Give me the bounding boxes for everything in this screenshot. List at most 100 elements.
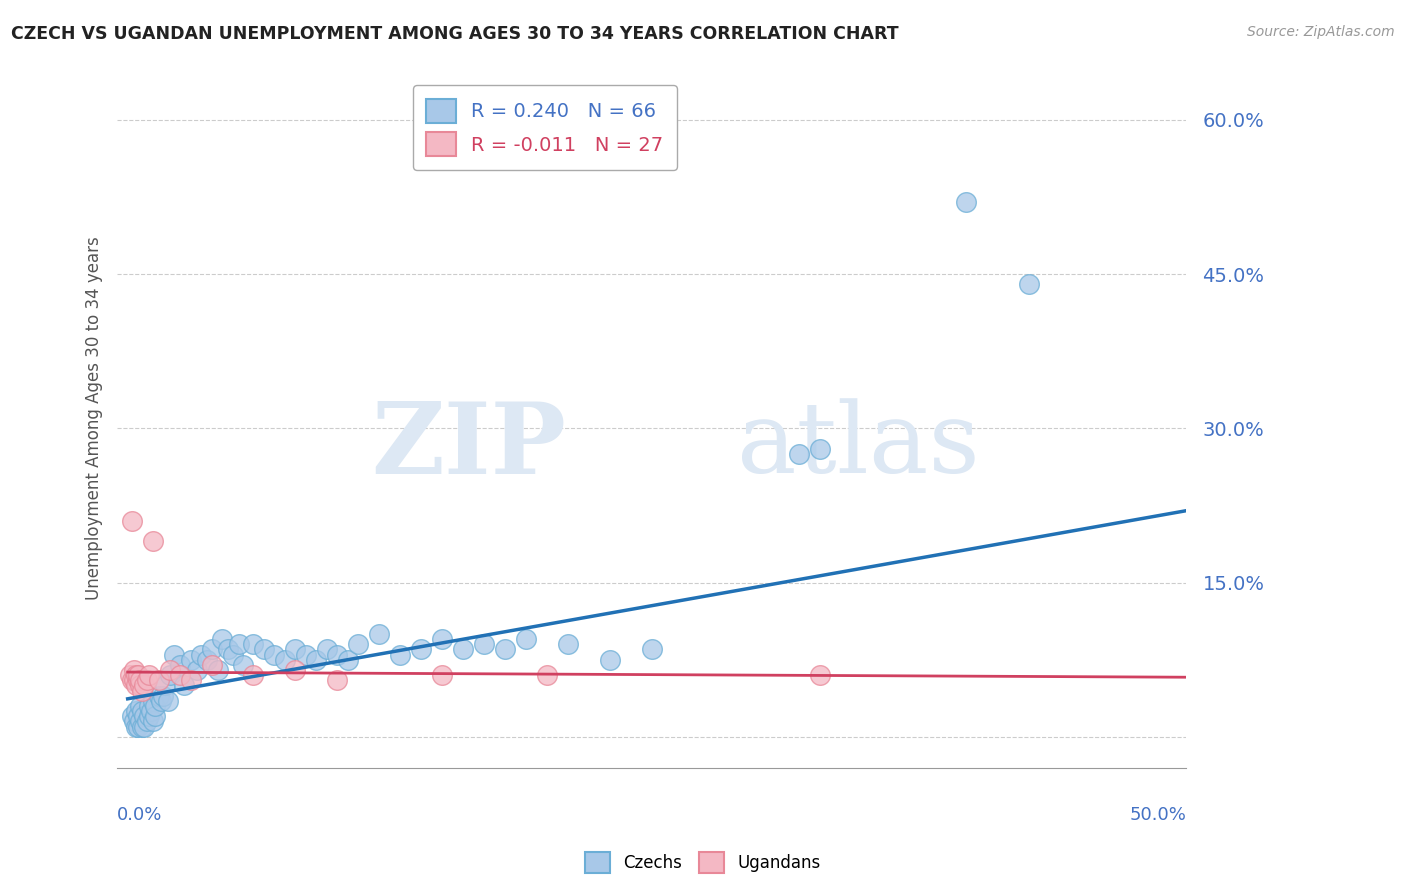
Point bbox=[148, 689, 170, 703]
Text: ZIP: ZIP bbox=[371, 398, 567, 494]
Point bbox=[127, 668, 149, 682]
Text: 0.0%: 0.0% bbox=[117, 806, 163, 824]
Point bbox=[808, 442, 831, 456]
Point bbox=[129, 698, 152, 713]
Point bbox=[242, 668, 264, 682]
Point bbox=[253, 642, 276, 657]
Point bbox=[451, 642, 474, 657]
Point bbox=[336, 653, 359, 667]
Point bbox=[472, 637, 495, 651]
Legend: Czechs, Ugandans: Czechs, Ugandans bbox=[579, 846, 827, 880]
Point bbox=[284, 663, 307, 677]
Y-axis label: Unemployment Among Ages 30 to 34 years: Unemployment Among Ages 30 to 34 years bbox=[86, 236, 103, 600]
Point bbox=[142, 534, 165, 549]
Text: Source: ZipAtlas.com: Source: ZipAtlas.com bbox=[1247, 25, 1395, 39]
Text: CZECH VS UGANDAN UNEMPLOYMENT AMONG AGES 30 TO 34 YEARS CORRELATION CHART: CZECH VS UGANDAN UNEMPLOYMENT AMONG AGES… bbox=[11, 25, 898, 43]
Point bbox=[217, 642, 239, 657]
Point bbox=[125, 720, 148, 734]
Point bbox=[190, 648, 212, 662]
Point bbox=[138, 668, 160, 682]
Point bbox=[232, 657, 254, 672]
Point bbox=[142, 714, 165, 729]
Point bbox=[122, 714, 145, 729]
Text: 50.0%: 50.0% bbox=[1129, 806, 1187, 824]
Point bbox=[169, 657, 191, 672]
Legend: R = 0.240   N = 66, R = -0.011   N = 27: R = 0.240 N = 66, R = -0.011 N = 27 bbox=[413, 86, 676, 169]
Point bbox=[494, 642, 516, 657]
Point bbox=[143, 709, 166, 723]
Point bbox=[955, 195, 977, 210]
Point bbox=[125, 704, 148, 718]
Point bbox=[411, 642, 433, 657]
Point bbox=[180, 653, 202, 667]
Point bbox=[263, 648, 285, 662]
Point bbox=[125, 668, 148, 682]
Point bbox=[121, 514, 143, 528]
Point bbox=[159, 663, 181, 677]
Point bbox=[173, 678, 195, 692]
Point bbox=[274, 653, 297, 667]
Point bbox=[135, 673, 157, 688]
Point bbox=[557, 637, 579, 651]
Point bbox=[127, 709, 149, 723]
Point bbox=[121, 673, 143, 688]
Point bbox=[515, 632, 537, 647]
Point bbox=[129, 714, 152, 729]
Point bbox=[122, 663, 145, 677]
Point bbox=[125, 678, 148, 692]
Point bbox=[808, 668, 831, 682]
Point bbox=[163, 648, 186, 662]
Point bbox=[152, 689, 174, 703]
Point bbox=[135, 714, 157, 729]
Point bbox=[200, 657, 222, 672]
Point bbox=[143, 698, 166, 713]
Point bbox=[211, 632, 233, 647]
Point bbox=[134, 678, 156, 692]
Point bbox=[368, 627, 391, 641]
Point bbox=[326, 648, 349, 662]
Point bbox=[122, 673, 145, 688]
Point bbox=[430, 632, 453, 647]
Point bbox=[180, 673, 202, 688]
Point bbox=[150, 694, 173, 708]
Point bbox=[295, 648, 318, 662]
Point bbox=[148, 673, 170, 688]
Point bbox=[315, 642, 337, 657]
Point bbox=[228, 637, 250, 651]
Point bbox=[195, 653, 218, 667]
Point bbox=[138, 709, 160, 723]
Point bbox=[156, 694, 179, 708]
Text: atlas: atlas bbox=[737, 398, 980, 494]
Point bbox=[169, 668, 191, 682]
Point bbox=[138, 698, 160, 713]
Point bbox=[305, 653, 328, 667]
Point bbox=[242, 637, 264, 651]
Point bbox=[207, 663, 229, 677]
Point bbox=[118, 668, 141, 682]
Point bbox=[284, 642, 307, 657]
Point bbox=[142, 694, 165, 708]
Point bbox=[389, 648, 412, 662]
Point bbox=[121, 709, 143, 723]
Point bbox=[127, 720, 149, 734]
Point bbox=[347, 637, 370, 651]
Point bbox=[159, 668, 181, 682]
Point bbox=[430, 668, 453, 682]
Point bbox=[641, 642, 664, 657]
Point bbox=[129, 673, 152, 688]
Point bbox=[221, 648, 243, 662]
Point bbox=[129, 678, 152, 692]
Point bbox=[131, 704, 153, 718]
Point bbox=[131, 683, 153, 698]
Point bbox=[155, 678, 177, 692]
Point bbox=[326, 673, 349, 688]
Point bbox=[131, 720, 153, 734]
Point bbox=[134, 720, 156, 734]
Point bbox=[127, 673, 149, 688]
Point bbox=[536, 668, 558, 682]
Point bbox=[200, 642, 222, 657]
Point bbox=[139, 704, 162, 718]
Point bbox=[134, 709, 156, 723]
Point bbox=[1018, 277, 1040, 292]
Point bbox=[186, 663, 208, 677]
